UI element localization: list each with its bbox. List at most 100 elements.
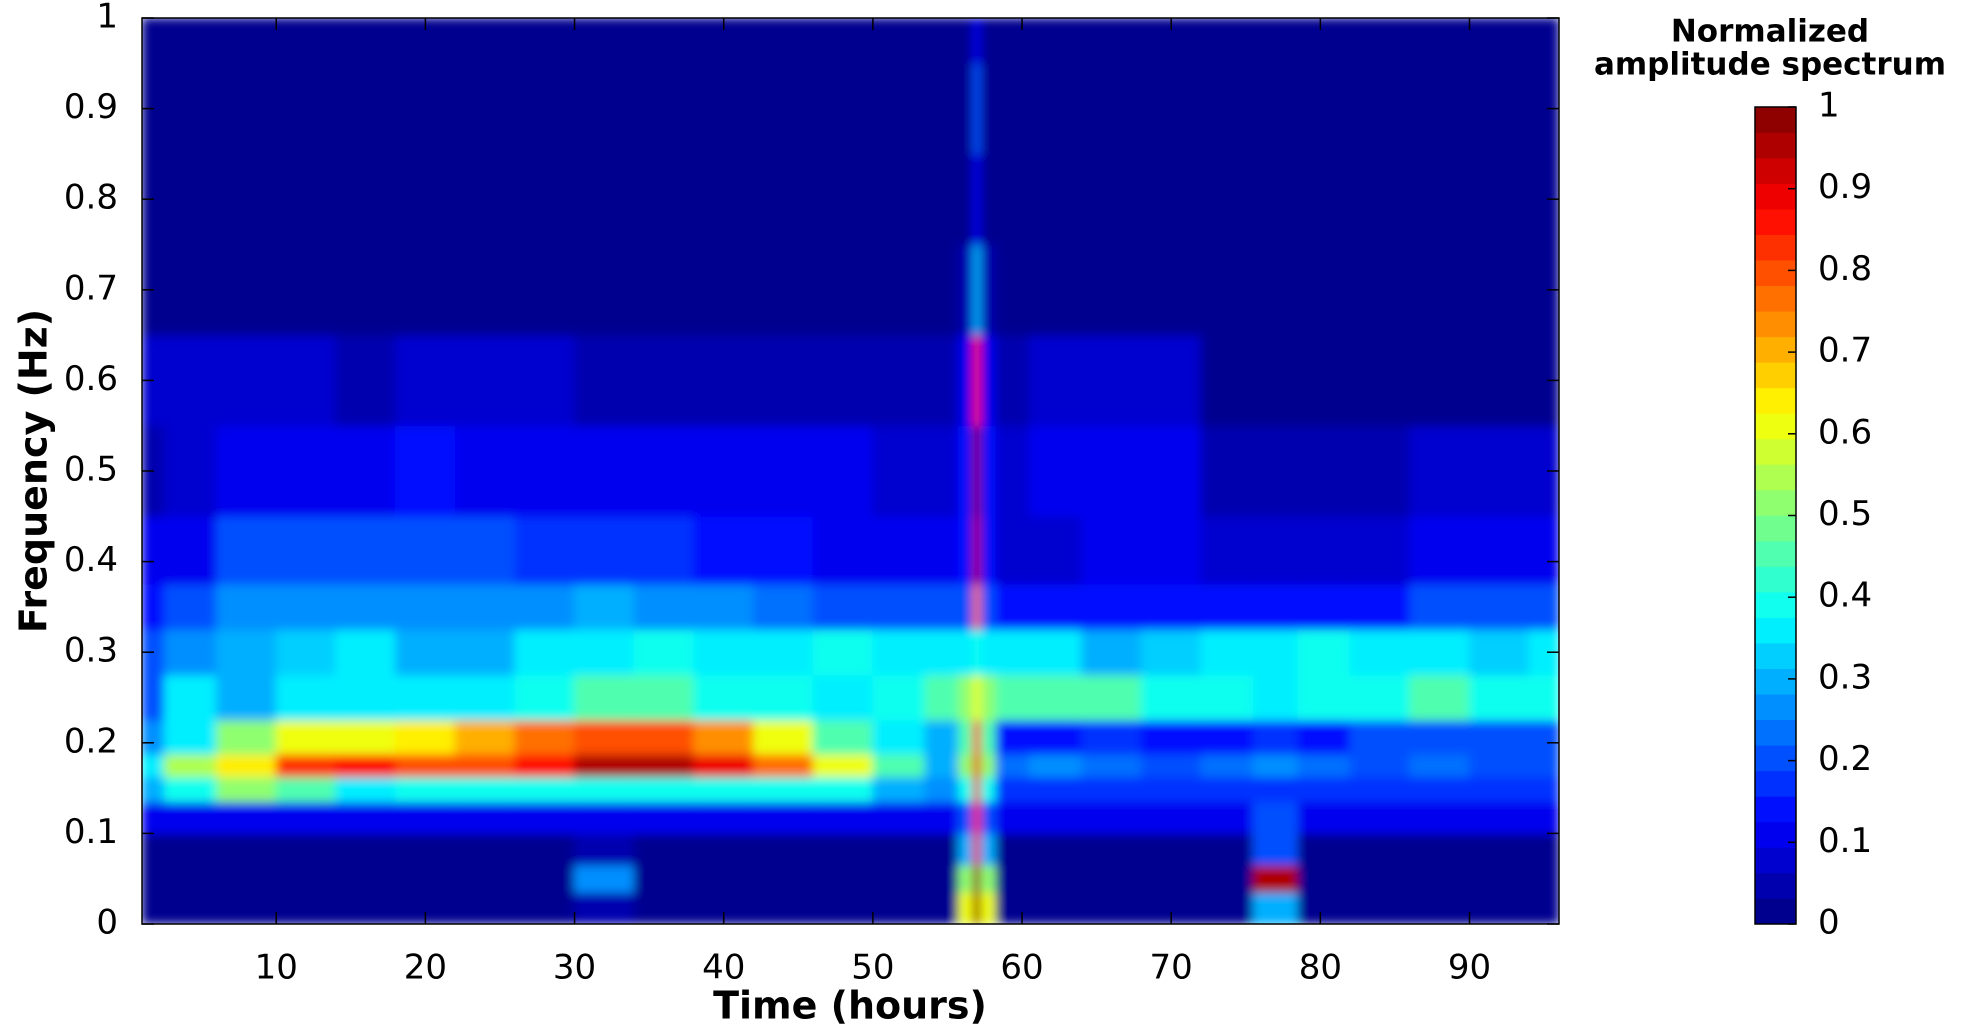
- heatmap-cell: [812, 776, 874, 803]
- heatmap-cell: [335, 753, 397, 778]
- heatmap-cell: [924, 832, 960, 866]
- heatmap-cell: [275, 719, 337, 755]
- heatmap-cell: [1081, 832, 1142, 866]
- y-axis-label: Frequency (Hz): [12, 309, 56, 633]
- colorbar-band: [1755, 821, 1796, 848]
- heatmap-cell: [973, 583, 982, 631]
- x-tick-label: 40: [702, 948, 745, 988]
- heatmap-cell: [693, 334, 755, 427]
- heatmap-cell: [1200, 18, 1254, 64]
- heatmap-cell: [275, 18, 337, 64]
- heatmap-cell: [924, 62, 960, 155]
- heatmap-cell: [1528, 719, 1559, 755]
- heatmap-cell: [1409, 719, 1471, 755]
- heatmap-cell: [633, 334, 695, 427]
- x-tick-label: 60: [1000, 948, 1043, 988]
- heatmap-cell: [1349, 864, 1411, 893]
- heatmap-cell: [958, 244, 975, 336]
- heatmap-cell: [454, 629, 516, 676]
- heatmap-cell: [163, 801, 218, 834]
- colorbar-band: [1755, 744, 1796, 772]
- heatmap-cell: [812, 719, 874, 755]
- heatmap-cell: [1081, 153, 1142, 245]
- heatmap-cell: [1297, 334, 1351, 427]
- heatmap-cell: [973, 515, 982, 585]
- heatmap-cell: [958, 153, 975, 245]
- heatmap-cell: [995, 674, 1030, 721]
- heatmap-cell: [958, 62, 975, 155]
- heatmap-cell: [633, 832, 695, 866]
- colorbar-band: [1755, 438, 1796, 465]
- heatmap-cell: [1409, 425, 1471, 517]
- heatmap-cell: [216, 891, 277, 924]
- heatmap-cell: [1297, 753, 1351, 778]
- heatmap-cell: [1469, 832, 1530, 866]
- heatmap-cell: [395, 864, 456, 893]
- heatmap-cell: [1140, 864, 1202, 893]
- heatmap-cell: [1349, 583, 1411, 631]
- heatmap-cell: [633, 18, 695, 64]
- heatmap-cell: [973, 629, 982, 676]
- heatmap-cell: [995, 18, 1030, 64]
- heatmap-cell: [1409, 864, 1471, 893]
- heatmap-cell: [574, 334, 635, 427]
- heatmap-cell: [980, 334, 997, 427]
- colorbar-band: [1755, 898, 1796, 925]
- heatmap-cell: [454, 801, 516, 834]
- heatmap-cell: [1252, 334, 1299, 427]
- heatmap-cell: [1200, 719, 1254, 755]
- x-tick-label: 50: [851, 948, 894, 988]
- heatmap-cell: [980, 801, 997, 834]
- heatmap-cell: [275, 832, 337, 866]
- colorbar-tick-label: 0: [1818, 903, 1840, 943]
- heatmap-cell: [872, 674, 926, 721]
- heatmap-cell: [1349, 62, 1411, 155]
- colorbar-tick-label: 0.7: [1818, 331, 1872, 371]
- heatmap-cell: [980, 583, 997, 631]
- heatmap-cell: [574, 18, 635, 64]
- heatmap-cell: [753, 864, 814, 893]
- heatmap-cell: [454, 719, 516, 755]
- heatmap-cell: [924, 674, 960, 721]
- heatmap-cell: [1140, 801, 1202, 834]
- colorbar-tick-label: 0.3: [1818, 657, 1872, 697]
- heatmap-cell: [216, 629, 277, 676]
- heatmap-cell: [1409, 18, 1471, 64]
- heatmap-cell: [1469, 425, 1530, 517]
- heatmap-cell: [980, 719, 997, 755]
- heatmap-cell: [980, 864, 997, 893]
- heatmap-cell: [980, 62, 997, 155]
- heatmap-cell: [1469, 153, 1530, 245]
- heatmap-cell: [1349, 334, 1411, 427]
- heatmap-cell: [514, 801, 576, 834]
- heatmap-cell: [163, 776, 218, 803]
- heatmap-cell: [1297, 18, 1351, 64]
- heatmap-cell: [1200, 244, 1254, 336]
- heatmap-cell: [514, 244, 576, 336]
- heatmap-cell: [812, 62, 874, 155]
- heatmap-cell: [216, 776, 277, 803]
- heatmap-cell: [1528, 18, 1559, 64]
- y-tick-label: 0.1: [64, 812, 118, 852]
- colorbar-band: [1755, 591, 1796, 618]
- heatmap-cell: [958, 891, 975, 924]
- heatmap-cell: [454, 891, 516, 924]
- heatmap-cell: [1297, 674, 1351, 721]
- heatmap-cell: [335, 629, 397, 676]
- heatmap-cell: [872, 425, 926, 517]
- heatmap-cell: [633, 583, 695, 631]
- heatmap-cell: [633, 674, 695, 721]
- heatmap-cell: [1297, 62, 1351, 155]
- heatmap-cell: [995, 244, 1030, 336]
- heatmap-cell: [1528, 515, 1559, 585]
- heatmap-cell: [216, 62, 277, 155]
- heatmap-cell: [1349, 244, 1411, 336]
- heatmap-cell: [1349, 674, 1411, 721]
- heatmap-cell: [142, 719, 165, 755]
- heatmap-cell: [1252, 18, 1299, 64]
- heatmap-cell: [1297, 515, 1351, 585]
- heatmap-cell: [1200, 832, 1254, 866]
- heatmap-cell: [1349, 425, 1411, 517]
- heatmap-cell: [574, 153, 635, 245]
